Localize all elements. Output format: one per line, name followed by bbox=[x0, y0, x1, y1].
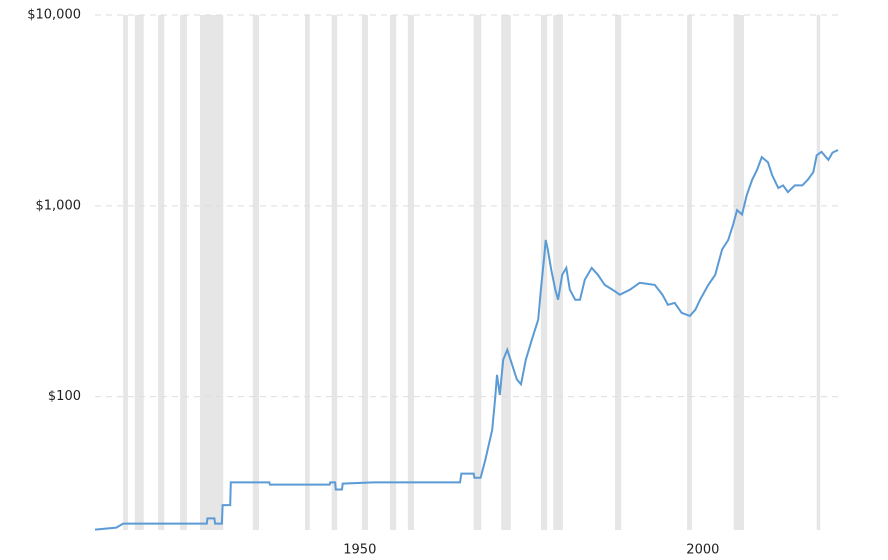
recession-band bbox=[553, 15, 563, 530]
x-tick-label: 2000 bbox=[686, 543, 719, 558]
y-tick-label: $1,000 bbox=[36, 198, 82, 213]
recession-band bbox=[540, 15, 548, 530]
recession-band bbox=[733, 15, 745, 530]
recession-band bbox=[180, 15, 187, 530]
recession-band bbox=[407, 15, 415, 530]
recession-band bbox=[304, 15, 310, 530]
recession-band bbox=[687, 15, 692, 530]
recession-band bbox=[615, 15, 622, 530]
recession-band bbox=[390, 15, 397, 530]
price-line bbox=[94, 149, 839, 531]
y-tick-label: $100 bbox=[48, 389, 81, 404]
recession-band bbox=[252, 15, 259, 530]
recession-band bbox=[158, 15, 165, 530]
recession-band bbox=[473, 15, 482, 530]
recession-band bbox=[331, 15, 338, 530]
recession-band bbox=[134, 15, 144, 530]
x-tick-label: 1950 bbox=[343, 543, 376, 558]
recession-band bbox=[361, 15, 369, 530]
recession-band bbox=[199, 15, 224, 530]
recession-band bbox=[123, 15, 128, 530]
recession-band bbox=[816, 15, 821, 530]
y-tick-label: $10,000 bbox=[27, 8, 81, 23]
recession-band bbox=[501, 15, 511, 530]
